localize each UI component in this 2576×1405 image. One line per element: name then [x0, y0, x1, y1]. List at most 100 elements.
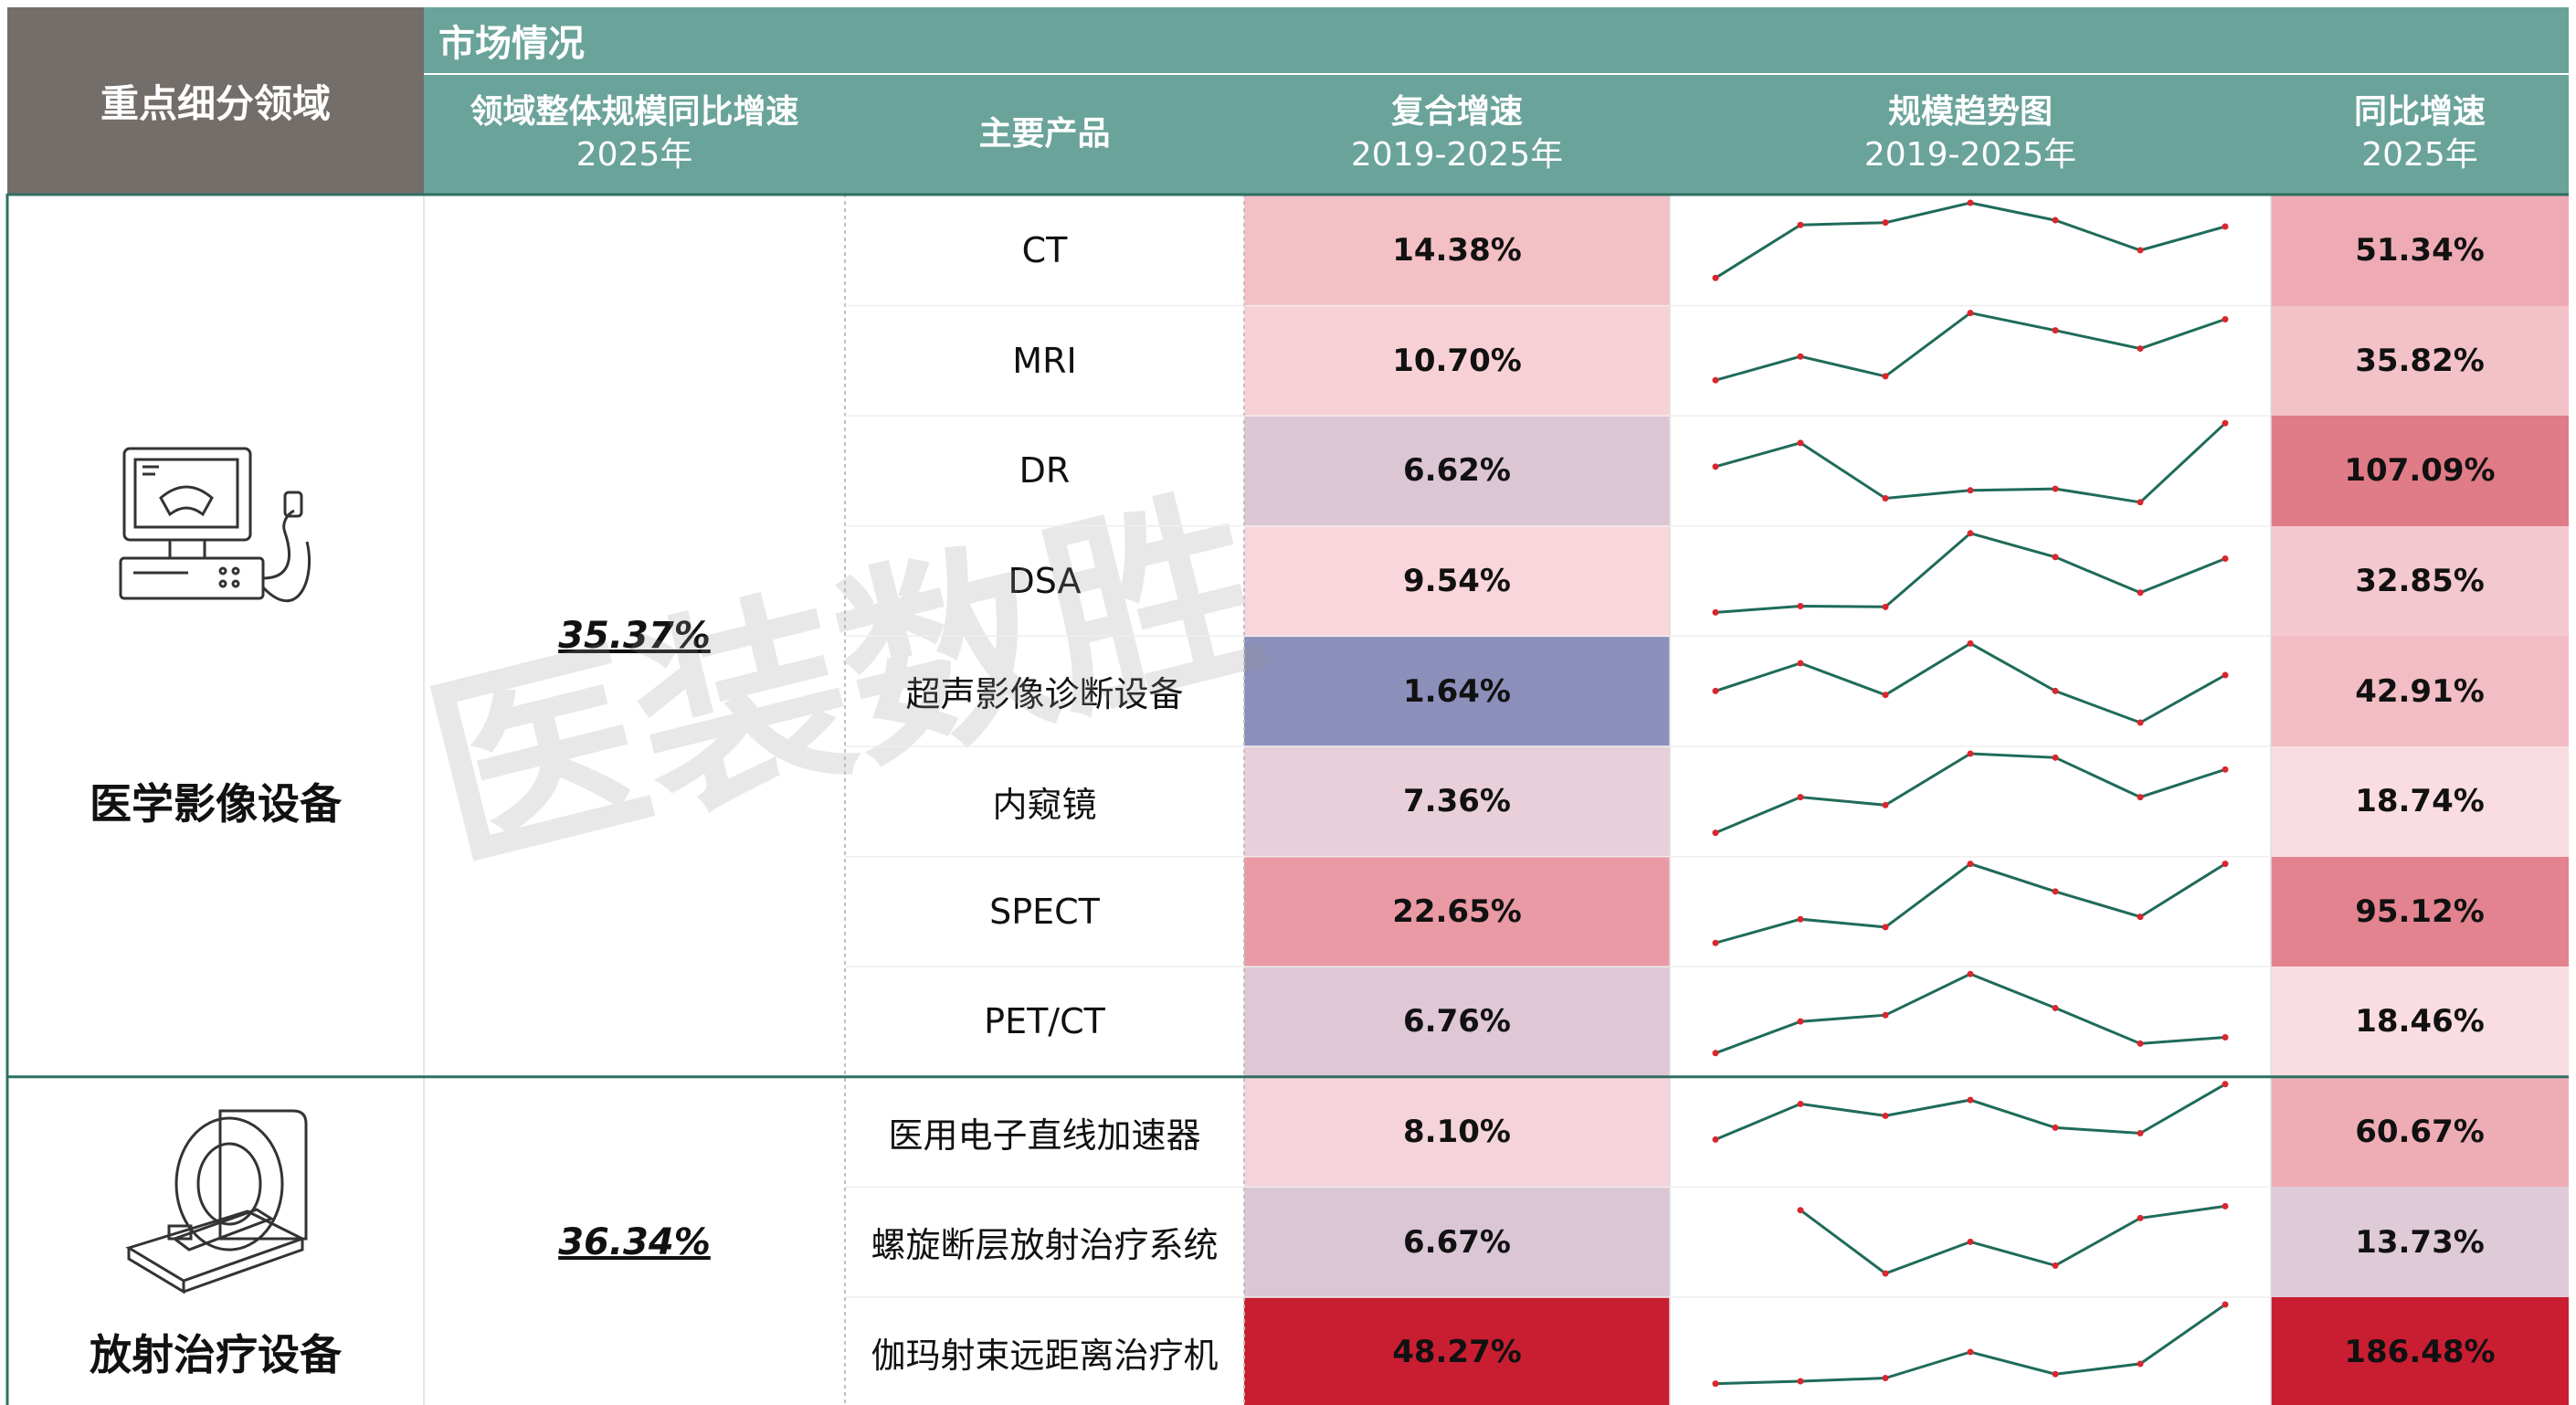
- sparkline-point: [2137, 499, 2144, 506]
- cagr-value: 10.70%: [1392, 342, 1522, 379]
- product-name: DSA: [1008, 561, 1082, 602]
- sparkline-point: [1882, 801, 1889, 808]
- sparkline-point: [1882, 219, 1889, 227]
- sparkline-point: [1712, 1136, 1719, 1143]
- sparkline-point: [2137, 794, 2144, 801]
- col-yoy-header-sub: 2025年: [2361, 136, 2478, 174]
- sparkline-point: [1967, 639, 1974, 647]
- sparkline-point: [2137, 1129, 2144, 1136]
- sparkline-point: [1882, 1011, 1889, 1019]
- yoy-cell: 186.48%: [2271, 1297, 2569, 1405]
- sparkline-series: [1800, 1204, 2226, 1275]
- col-product-header-label: 主要产品: [978, 114, 1111, 153]
- sparkline-point: [2052, 888, 2059, 895]
- product-cell: 医用电子直线加速器: [845, 1077, 1244, 1188]
- yoy-cell: 35.82%: [2271, 305, 2569, 417]
- sparkline-point: [1712, 376, 1719, 384]
- sparkline-point: [2052, 1004, 2059, 1011]
- sparkline-series: [1715, 972, 2226, 1055]
- sparkline-point: [2222, 316, 2229, 323]
- segment-name: 放射治疗设备: [90, 1330, 342, 1380]
- product-name: 螺旋断层放射治疗系统: [871, 1225, 1219, 1266]
- corner-header: 重点细分领域: [7, 7, 424, 194]
- cagr-value: 9.54%: [1403, 563, 1511, 600]
- yoy-value: 42.91%: [2355, 672, 2485, 710]
- cagr-cell: 6.62%: [1244, 416, 1670, 526]
- yoy-cell: 51.34%: [2271, 195, 2569, 306]
- sparkline-point: [2222, 1081, 2229, 1088]
- product-name: 超声影像诊断设备: [905, 674, 1184, 715]
- sparkline-point: [1797, 660, 1804, 667]
- cagr-cell: 7.36%: [1244, 746, 1670, 857]
- sparkline-series: [1715, 201, 2226, 280]
- yoy-value: 32.85%: [2355, 563, 2485, 600]
- cagr-value: 6.76%: [1403, 1003, 1511, 1041]
- yoy-value: 35.82%: [2355, 342, 2485, 379]
- col-trend-header-sub: 2019-2025年: [1863, 136, 2077, 174]
- cagr-cell: 9.54%: [1244, 525, 1670, 637]
- sparkline-point: [2052, 1124, 2059, 1131]
- sparkline-point: [2222, 861, 2229, 868]
- sparkline-point: [2137, 1214, 2144, 1221]
- sparkline-point: [2222, 555, 2229, 563]
- sparkline-point: [1882, 1270, 1889, 1277]
- sparkline-point: [1797, 915, 1804, 923]
- sparkline-point: [1882, 1112, 1889, 1119]
- cagr-value: 6.67%: [1403, 1223, 1511, 1261]
- sparkline-point: [1797, 221, 1804, 228]
- product-cell: SPECT: [845, 857, 1244, 967]
- sparkline-point: [2222, 1301, 2229, 1308]
- sparkline-point: [2137, 589, 2144, 597]
- col-yoy-header: 同比增速 2025年: [2271, 75, 2569, 194]
- sparkline-point: [1967, 199, 1974, 206]
- col-product-header: 主要产品: [845, 75, 1244, 194]
- col-cagr-header: 复合增速 2019-2025年: [1244, 75, 1670, 194]
- sparkline-point: [1967, 530, 1974, 537]
- yoy-value: 51.34%: [2355, 232, 2485, 269]
- cagr-value: 14.38%: [1392, 232, 1522, 269]
- sparkline-point: [2137, 914, 2144, 921]
- yoy-cell: 107.09%: [2271, 416, 2569, 526]
- cagr-cell: 22.65%: [1244, 856, 1670, 967]
- sparkline-point: [2052, 485, 2059, 492]
- sparkline-point: [1882, 373, 1889, 380]
- sparkline-point: [1712, 939, 1719, 946]
- sparkline-point: [1882, 692, 1889, 699]
- product-name: CT: [1021, 230, 1068, 271]
- yoy-value: 186.48%: [2344, 1334, 2496, 1371]
- sparkline-point: [1967, 970, 1974, 977]
- sparkline-point: [1797, 1018, 1804, 1025]
- segment-name: 医学影像设备: [90, 778, 342, 829]
- sparkline-point: [1967, 861, 1974, 868]
- segment-growth-value: 36.34%: [558, 1220, 711, 1263]
- product-name: MRI: [1012, 340, 1077, 381]
- yoy-value: 60.67%: [2355, 1114, 2485, 1151]
- product-name: 医用电子直线加速器: [888, 1114, 1201, 1156]
- sparkline-point: [2052, 554, 2059, 561]
- sparkline-point: [1882, 924, 1889, 931]
- cagr-cell: 1.64%: [1244, 636, 1670, 746]
- sparkline-point: [2222, 671, 2229, 679]
- sparkline-point: [1797, 794, 1804, 801]
- ultrasound-machine-icon: [115, 441, 316, 634]
- product-name: PET/CT: [984, 1001, 1105, 1042]
- segment-growth-cell: 35.37%: [424, 195, 845, 1077]
- col-trend-header-label: 规模趋势图: [1887, 93, 2053, 132]
- sparkline-series: [1715, 861, 2226, 945]
- sparkline-point: [2052, 1370, 2059, 1378]
- segment-cell: 放射治疗设备: [7, 1077, 424, 1405]
- col-yoy-header-label: 同比增速: [2353, 93, 2486, 132]
- sparkline-point: [1967, 487, 1974, 494]
- product-cell: DR: [845, 416, 1244, 526]
- cagr-value: 6.62%: [1403, 452, 1511, 490]
- segment-growth-cell: 36.34%: [424, 1077, 845, 1405]
- sparkline-point: [2137, 345, 2144, 353]
- cagr-value: 1.64%: [1403, 672, 1511, 710]
- yoy-value: 13.73%: [2355, 1223, 2485, 1261]
- product-cell: DSA: [845, 526, 1244, 637]
- sparkline-point: [2052, 217, 2059, 224]
- sparkline-point: [1797, 353, 1804, 360]
- sparkline-point: [1882, 494, 1889, 502]
